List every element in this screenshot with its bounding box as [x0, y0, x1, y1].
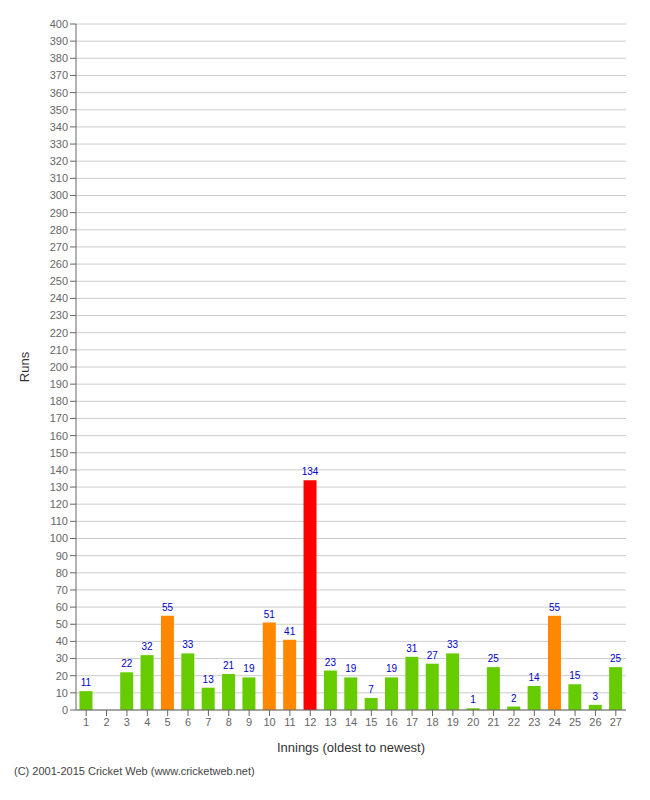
svg-text:27: 27: [427, 650, 439, 661]
svg-text:60: 60: [56, 601, 68, 613]
svg-text:8: 8: [226, 716, 232, 728]
svg-text:10: 10: [56, 687, 68, 699]
svg-text:120: 120: [50, 498, 68, 510]
svg-text:400: 400: [50, 18, 68, 30]
svg-text:90: 90: [56, 550, 68, 562]
svg-text:10: 10: [263, 716, 275, 728]
svg-text:19: 19: [386, 663, 398, 674]
svg-text:22: 22: [121, 658, 133, 669]
svg-text:1: 1: [470, 694, 476, 705]
svg-text:280: 280: [50, 224, 68, 236]
svg-text:55: 55: [162, 602, 174, 613]
svg-text:14: 14: [345, 716, 357, 728]
svg-text:170: 170: [50, 412, 68, 424]
svg-text:11: 11: [284, 716, 295, 728]
svg-text:13: 13: [325, 716, 337, 728]
svg-text:2: 2: [103, 716, 109, 728]
svg-text:3: 3: [592, 691, 598, 702]
svg-text:41: 41: [284, 626, 296, 637]
svg-text:Runs: Runs: [17, 351, 32, 382]
svg-text:21: 21: [487, 716, 499, 728]
svg-text:180: 180: [50, 395, 68, 407]
svg-text:14: 14: [529, 672, 541, 683]
svg-text:55: 55: [549, 602, 561, 613]
svg-text:19: 19: [345, 663, 357, 674]
svg-text:33: 33: [447, 639, 459, 650]
svg-text:100: 100: [50, 532, 68, 544]
svg-text:220: 220: [50, 327, 68, 339]
svg-text:9: 9: [246, 716, 252, 728]
svg-text:21: 21: [223, 660, 235, 671]
svg-text:80: 80: [56, 567, 68, 579]
svg-text:270: 270: [50, 241, 68, 253]
svg-text:210: 210: [50, 344, 68, 356]
svg-text:190: 190: [50, 378, 68, 390]
svg-text:350: 350: [50, 104, 68, 116]
svg-text:15: 15: [365, 716, 377, 728]
svg-text:17: 17: [406, 716, 418, 728]
svg-text:4: 4: [144, 716, 150, 728]
svg-text:7: 7: [368, 684, 374, 695]
svg-text:7: 7: [205, 716, 211, 728]
svg-text:16: 16: [386, 716, 398, 728]
svg-text:25: 25: [610, 653, 622, 664]
svg-text:19: 19: [447, 716, 459, 728]
svg-text:200: 200: [50, 361, 68, 373]
svg-text:380: 380: [50, 52, 68, 64]
svg-text:150: 150: [50, 447, 68, 459]
svg-text:130: 130: [50, 481, 68, 493]
svg-text:12: 12: [304, 716, 316, 728]
svg-text:370: 370: [50, 69, 68, 81]
svg-text:140: 140: [50, 464, 68, 476]
svg-text:360: 360: [50, 87, 68, 99]
svg-text:27: 27: [610, 716, 622, 728]
svg-text:134: 134: [302, 466, 319, 477]
svg-text:310: 310: [50, 172, 68, 184]
svg-text:Innings (oldest to newest): Innings (oldest to newest): [277, 740, 425, 755]
svg-text:31: 31: [406, 643, 418, 654]
html-text:(C) 2001-2015 Cricket Web (www: (C) 2001-2015 Cricket Web (www.cricketwe…: [14, 765, 255, 777]
svg-text:2: 2: [511, 693, 517, 704]
svg-text:6: 6: [185, 716, 191, 728]
svg-text:19: 19: [243, 663, 255, 674]
svg-text:30: 30: [56, 652, 68, 664]
svg-text:26: 26: [589, 716, 601, 728]
svg-text:24: 24: [549, 716, 561, 728]
svg-text:290: 290: [50, 207, 68, 219]
svg-text:25: 25: [569, 716, 581, 728]
svg-text:300: 300: [50, 189, 68, 201]
svg-text:160: 160: [50, 430, 68, 442]
svg-text:33: 33: [182, 639, 194, 650]
svg-text:51: 51: [264, 609, 276, 620]
svg-text:330: 330: [50, 138, 68, 150]
svg-text:40: 40: [56, 635, 68, 647]
svg-text:340: 340: [50, 121, 68, 133]
svg-text:13: 13: [203, 674, 215, 685]
svg-text:390: 390: [50, 35, 68, 47]
svg-text:22: 22: [508, 716, 520, 728]
svg-text:50: 50: [56, 618, 68, 630]
svg-text:3: 3: [124, 716, 130, 728]
svg-text:20: 20: [56, 670, 68, 682]
svg-text:230: 230: [50, 309, 68, 321]
svg-text:320: 320: [50, 155, 68, 167]
svg-text:32: 32: [142, 641, 154, 652]
svg-text:5: 5: [165, 716, 171, 728]
svg-text:25: 25: [488, 653, 500, 664]
svg-text:15: 15: [569, 670, 581, 681]
svg-text:240: 240: [50, 292, 68, 304]
svg-text:18: 18: [426, 716, 438, 728]
svg-text:11: 11: [81, 677, 92, 688]
svg-text:23: 23: [325, 657, 337, 668]
svg-text:70: 70: [56, 584, 68, 596]
svg-text:23: 23: [528, 716, 540, 728]
svg-text:1: 1: [83, 716, 89, 728]
svg-text:110: 110: [50, 515, 68, 527]
svg-text:20: 20: [467, 716, 479, 728]
svg-text:0: 0: [62, 704, 68, 716]
svg-text:260: 260: [50, 258, 68, 270]
svg-text:250: 250: [50, 275, 68, 287]
